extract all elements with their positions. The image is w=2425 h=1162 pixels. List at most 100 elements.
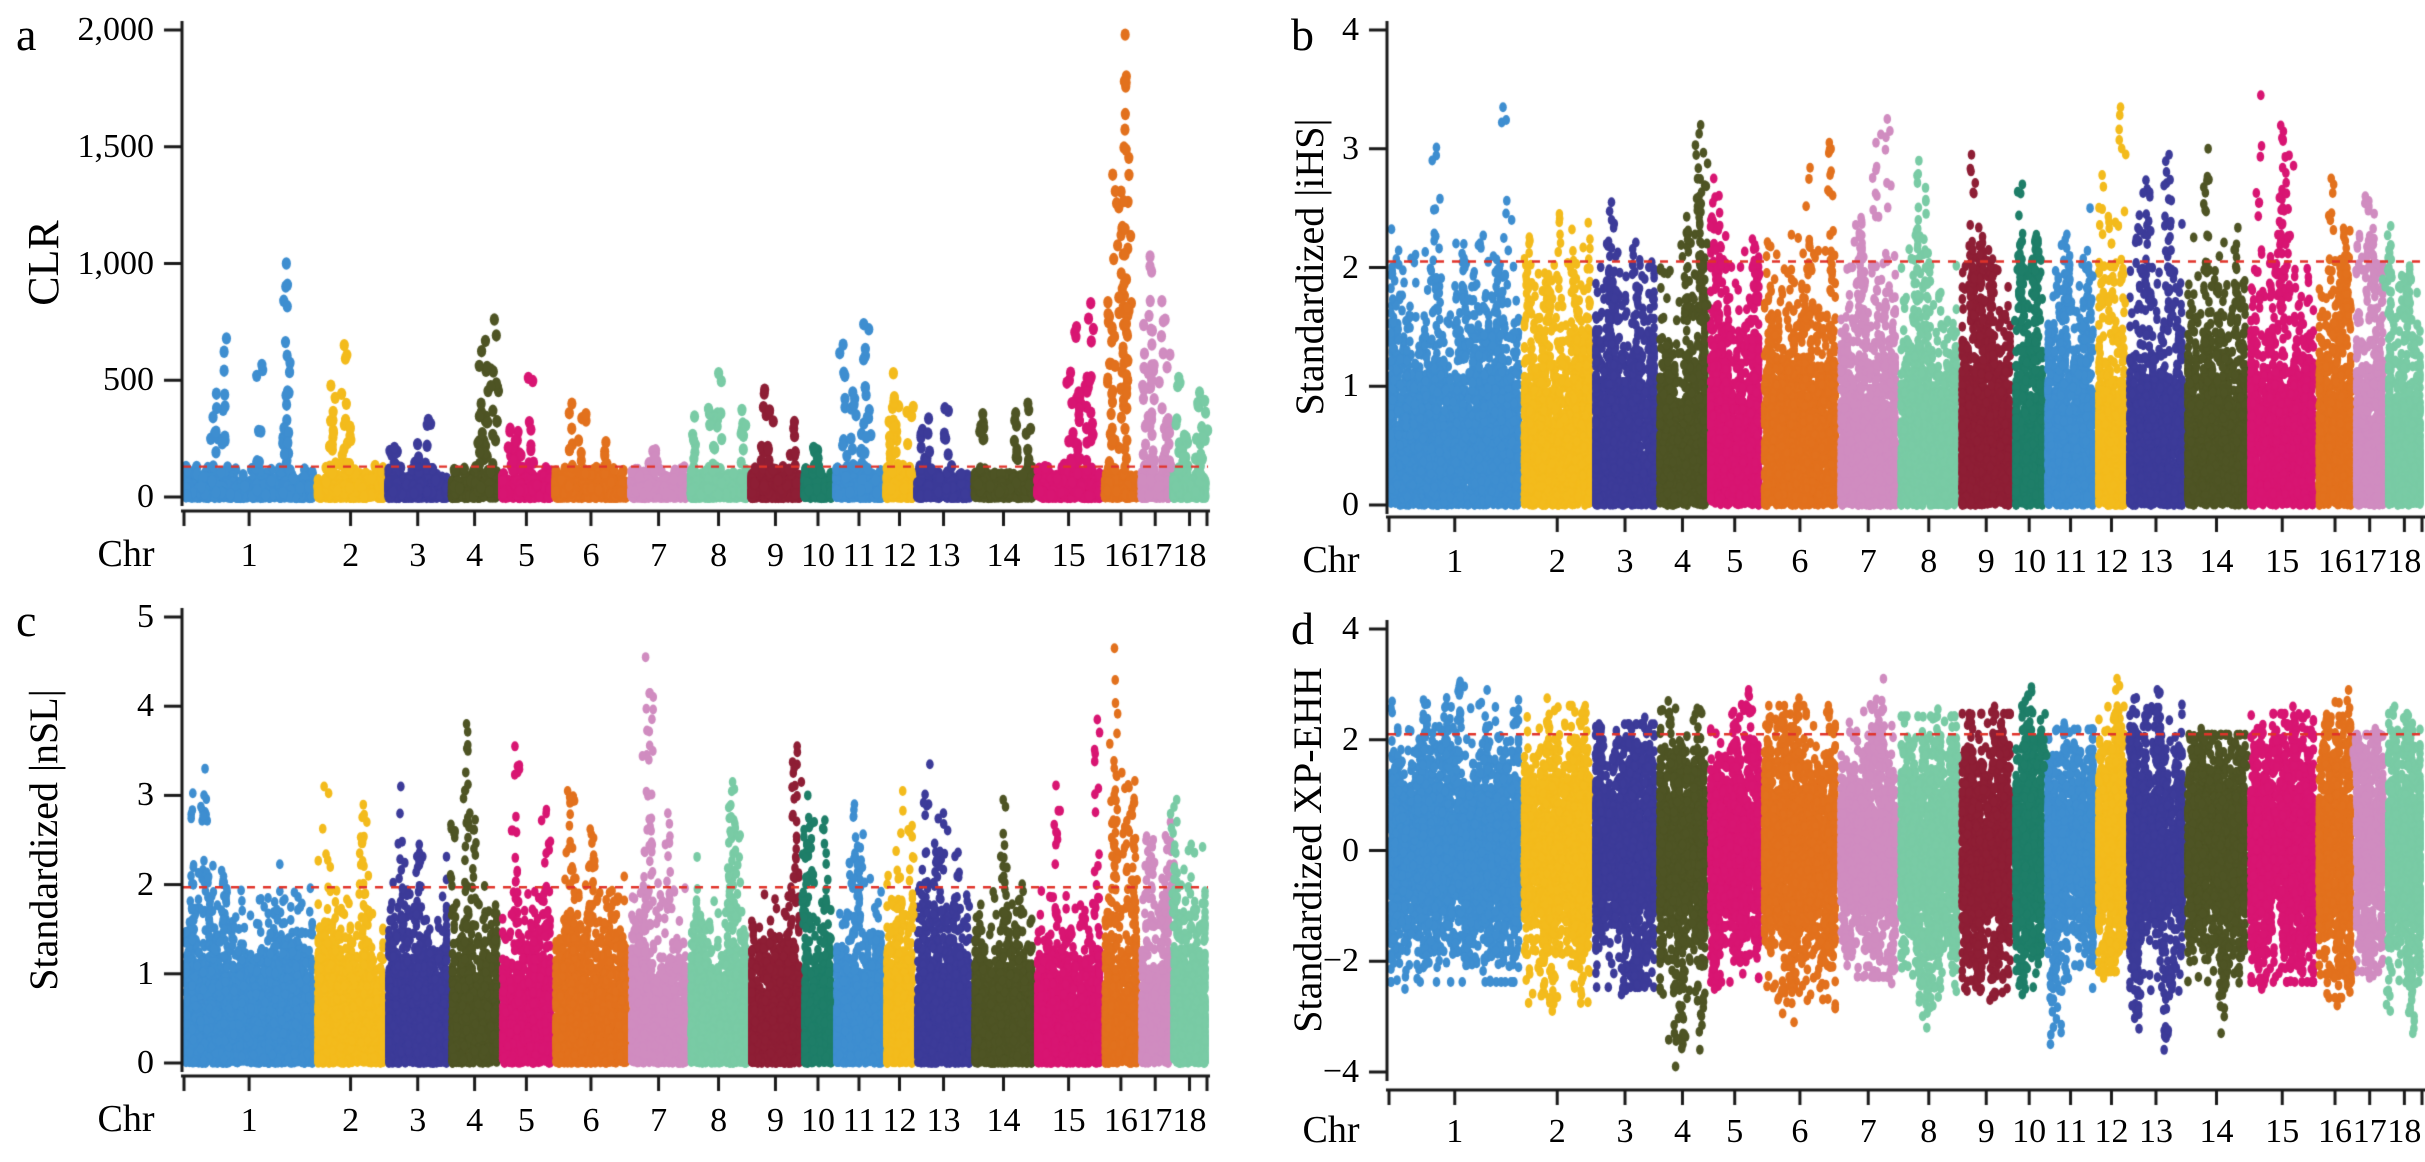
x-axis-chr-label-b: Chr <box>1302 539 1360 581</box>
y-tick-label-b: 4 <box>1342 11 1359 48</box>
x-tick-label-chr17: 17 <box>2352 543 2387 580</box>
y-tick-label-c: 3 <box>137 776 154 814</box>
x-tick-label-chr4: 4 <box>1673 543 1691 580</box>
x-tick-label-chr4: 4 <box>1673 1113 1691 1150</box>
x-tick-label-chr8: 8 <box>710 537 728 574</box>
x-tick-label-chr18: 18 <box>2387 543 2422 580</box>
x-tick-label-chr8: 8 <box>1920 543 1938 580</box>
x-tick-label-chr18: 18 <box>1172 537 1207 574</box>
panel-d-letter: d <box>1291 603 1314 654</box>
y-tick-label-b: 1 <box>1342 367 1359 405</box>
x-axis-chr-label-d: Chr <box>1302 1109 1360 1151</box>
x-tick-label-chr3: 3 <box>1616 543 1634 580</box>
y-tick-label-d: 4 <box>1342 610 1359 647</box>
y-tick-label-a: 1,500 <box>77 127 155 165</box>
x-tick-label-chr12: 12 <box>882 537 917 574</box>
x-tick-label-chr15: 15 <box>1051 1102 1086 1139</box>
x-tick-label-chr5: 5 <box>1726 543 1744 580</box>
y-tick-label-d: 2 <box>1342 720 1359 758</box>
x-tick-label-chr5: 5 <box>517 537 535 574</box>
x-tick-label-chr15: 15 <box>2265 543 2300 580</box>
x-tick-label-chr11: 11 <box>2054 1113 2087 1150</box>
x-tick-label-chr11: 11 <box>2054 543 2087 580</box>
x-tick-label-chr1: 1 <box>240 537 258 574</box>
x-tick-label-chr6: 6 <box>582 537 600 574</box>
y-tick-label-c: 1 <box>137 954 154 992</box>
x-tick-label-chr13: 13 <box>926 1102 961 1139</box>
y-tick-label-d: −2 <box>1322 942 1359 980</box>
x-tick-label-chr14: 14 <box>986 537 1021 574</box>
y-tick-label-d: −4 <box>1322 1053 1359 1090</box>
x-tick-label-chr11: 11 <box>842 537 876 574</box>
x-tick-label-chr5: 5 <box>1726 1113 1744 1150</box>
x-axis-chr-label-c: Chr <box>97 1098 155 1140</box>
y-tick-label-b: 0 <box>1342 486 1359 523</box>
x-tick-label-chr7: 7 <box>650 1102 668 1139</box>
panel-a-letter: a <box>16 9 37 60</box>
x-tick-label-chr6: 6 <box>1791 1113 1809 1150</box>
x-tick-label-chr1: 1 <box>1446 543 1464 580</box>
x-tick-label-chr13: 13 <box>2138 543 2173 580</box>
x-tick-label-chr11: 11 <box>842 1102 876 1139</box>
x-tick-label-chr7: 7 <box>650 537 668 574</box>
y-tick-label-c: 2 <box>137 865 154 903</box>
x-tick-label-chr12: 12 <box>2094 1113 2129 1150</box>
y-tick-label-b: 2 <box>1342 248 1359 286</box>
x-tick-label-chr2: 2 <box>342 1102 360 1139</box>
x-tick-label-chr8: 8 <box>1920 1113 1938 1150</box>
x-tick-label-chr17: 17 <box>1138 1102 1173 1139</box>
x-tick-label-chr17: 17 <box>1138 537 1173 574</box>
x-tick-label-chr4: 4 <box>466 1102 484 1139</box>
y-tick-label-a: 1,000 <box>77 244 155 282</box>
y-tick-label-a: 2,000 <box>77 11 155 48</box>
x-tick-label-chr16: 16 <box>2318 543 2353 580</box>
x-tick-label-chr15: 15 <box>2265 1113 2300 1150</box>
x-tick-label-chr16: 16 <box>2318 1113 2353 1150</box>
x-tick-label-chr3: 3 <box>409 1102 427 1139</box>
y-tick-label-c: 5 <box>137 598 154 635</box>
x-tick-label-chr2: 2 <box>1548 1113 1566 1150</box>
y-tick-label-b: 3 <box>1342 129 1359 167</box>
x-axis-chr-label-a: Chr <box>97 533 155 575</box>
x-tick-label-chr16: 16 <box>1103 1102 1138 1139</box>
x-tick-label-chr12: 12 <box>2094 543 2129 580</box>
x-tick-label-chr13: 13 <box>926 537 961 574</box>
x-tick-label-chr13: 13 <box>2138 1113 2173 1150</box>
x-tick-label-chr8: 8 <box>710 1102 728 1139</box>
x-tick-label-chr17: 17 <box>2352 1113 2387 1150</box>
x-tick-label-chr10: 10 <box>800 537 835 574</box>
x-tick-label-chr10: 10 <box>2012 543 2047 580</box>
y-tick-label-a: 500 <box>103 361 154 399</box>
x-tick-label-chr1: 1 <box>240 1102 258 1139</box>
x-tick-label-chr14: 14 <box>986 1102 1021 1139</box>
x-tick-label-chr9: 9 <box>1977 1113 1995 1150</box>
panel-b-letter: b <box>1291 9 1314 60</box>
panel-c-letter: c <box>16 595 37 646</box>
x-tick-label-chr2: 2 <box>1548 543 1566 580</box>
x-tick-label-chr14: 14 <box>2199 543 2234 580</box>
y-tick-label-c: 4 <box>137 687 154 725</box>
x-tick-label-chr9: 9 <box>766 537 784 574</box>
x-tick-label-chr3: 3 <box>1616 1113 1634 1150</box>
panel-c-y-axis-title: Standardized |nSL| <box>21 689 66 991</box>
y-tick-label-d: 0 <box>1342 831 1359 869</box>
x-tick-label-chr7: 7 <box>1859 543 1877 580</box>
x-tick-label-chr2: 2 <box>342 537 360 574</box>
x-tick-label-chr16: 16 <box>1103 537 1138 574</box>
x-tick-label-chr1: 1 <box>1446 1113 1464 1150</box>
x-tick-label-chr10: 10 <box>2012 1113 2047 1150</box>
x-tick-label-chr9: 9 <box>1977 543 1995 580</box>
x-tick-label-chr18: 18 <box>2387 1113 2422 1150</box>
x-tick-label-chr12: 12 <box>882 1102 917 1139</box>
x-tick-label-chr3: 3 <box>409 537 427 574</box>
x-tick-label-chr6: 6 <box>1791 543 1809 580</box>
x-tick-label-chr4: 4 <box>466 537 484 574</box>
x-tick-label-chr7: 7 <box>1859 1113 1877 1150</box>
x-tick-label-chr18: 18 <box>1172 1102 1207 1139</box>
x-tick-label-chr6: 6 <box>582 1102 600 1139</box>
x-tick-label-chr9: 9 <box>766 1102 784 1139</box>
x-tick-label-chr5: 5 <box>517 1102 535 1139</box>
x-tick-label-chr10: 10 <box>800 1102 835 1139</box>
